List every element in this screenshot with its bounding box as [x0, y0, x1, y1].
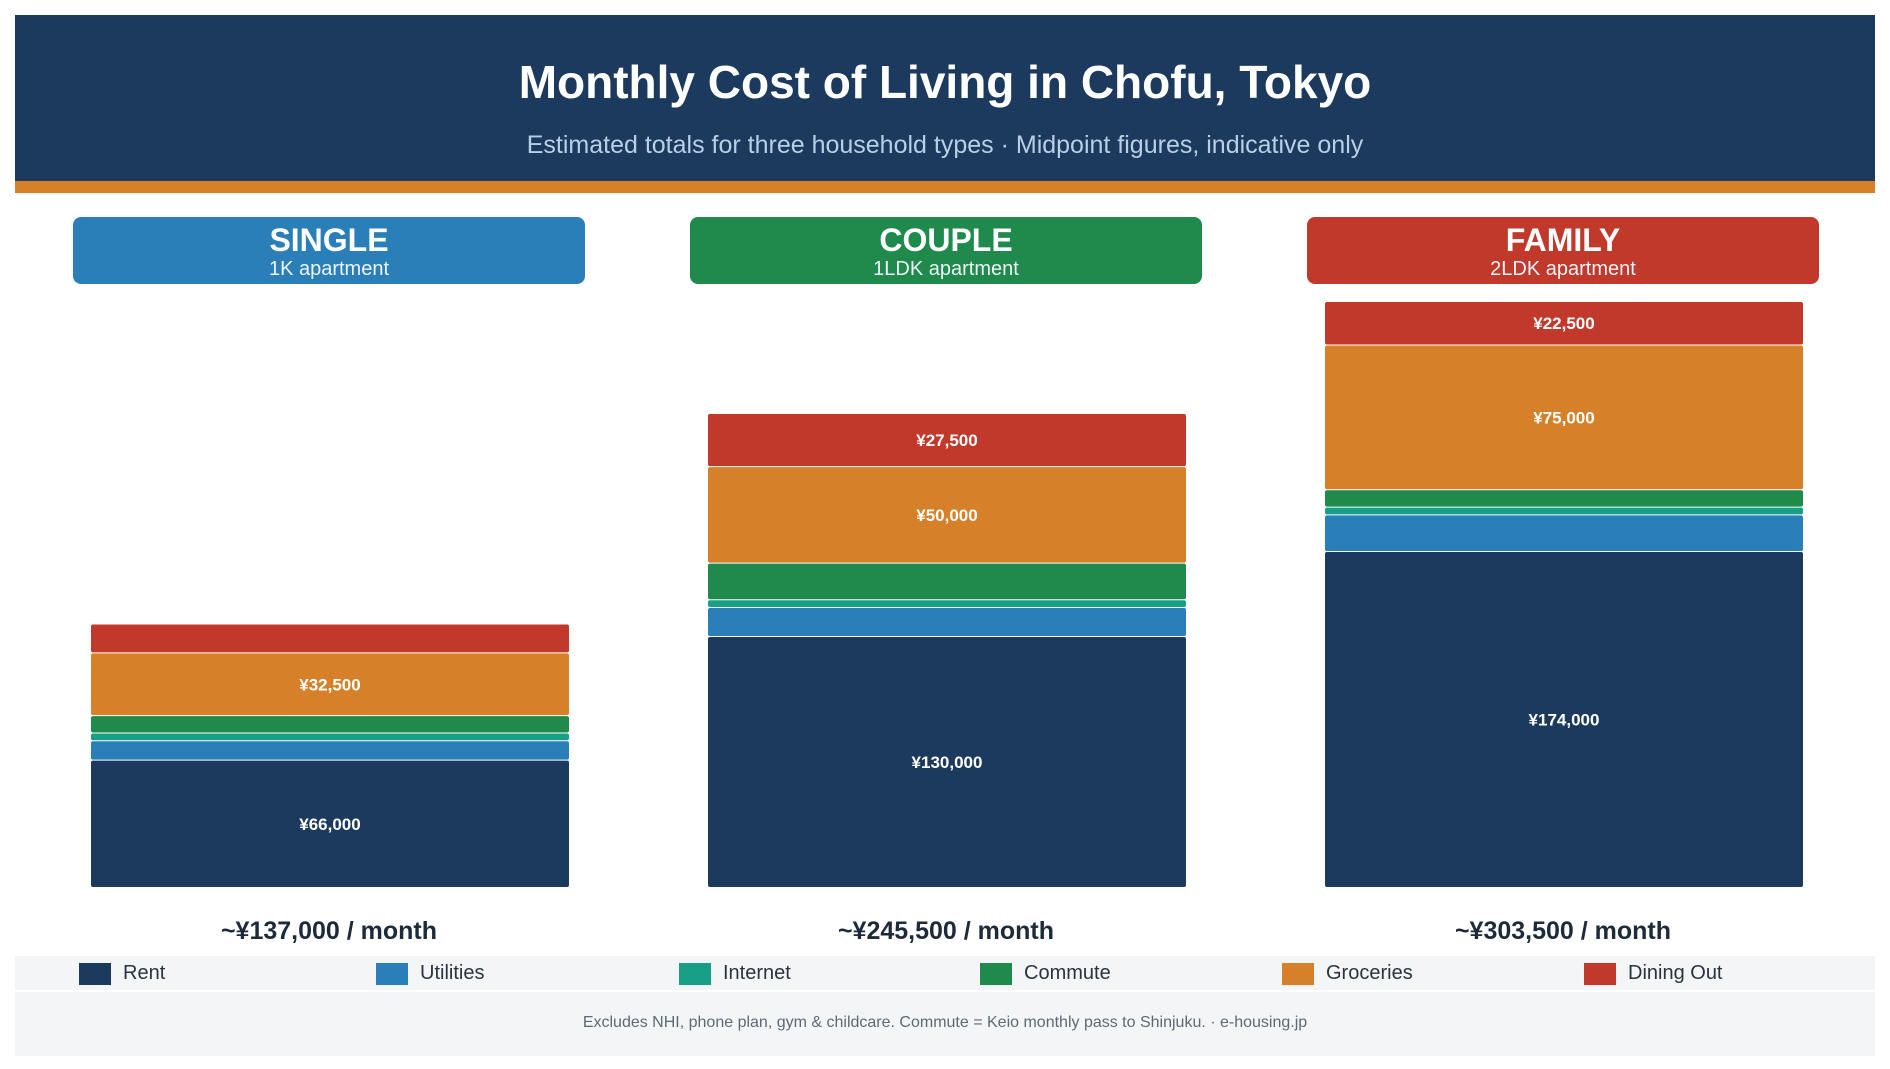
bar-segment-dining-out-single: [91, 624, 569, 653]
bar-segment-rent-family: [1325, 552, 1803, 887]
bar-segment-internet-family: [1325, 507, 1803, 515]
bar-segment-utilities-family: [1325, 515, 1803, 552]
legend-label: Utilities: [420, 962, 485, 984]
footer: Excludes NHI, phone plan, gym & childcar…: [15, 992, 1875, 1056]
bar-value-label: ¥130,000: [912, 753, 983, 772]
bar-value-label: ¥75,000: [1533, 408, 1594, 427]
legend-swatch: [376, 963, 408, 985]
legend-label: Rent: [123, 962, 166, 984]
group-apartment-type: 1K apartment: [268, 258, 390, 280]
group-label-family: FAMILY 2LDK apartment: [1307, 217, 1819, 284]
bar-segment-commute-couple: [708, 563, 1186, 600]
group-apartment-type: 2LDK apartment: [1490, 258, 1636, 280]
group-label-single: SINGLE 1K apartment: [73, 217, 585, 284]
header-accent-stripe: [15, 181, 1875, 193]
bar-segment-utilities-couple: [708, 608, 1186, 636]
bar-segment-groceries-couple: [708, 467, 1186, 563]
bar-segment-internet-couple: [708, 600, 1186, 608]
group-name: FAMILY: [1505, 222, 1621, 258]
bar-segment-dining-out-couple: [708, 413, 1186, 467]
group-apartment-type: 1LDK apartment: [873, 258, 1019, 280]
total-couple: ~¥245,500 / month: [837, 917, 1055, 945]
bar-segment-groceries-family: [1325, 345, 1803, 490]
legend-swatch: [679, 963, 711, 985]
legend-label: Dining Out: [1628, 962, 1723, 984]
legend-swatch: [980, 963, 1012, 985]
legend-swatch: [1282, 963, 1314, 985]
legend-swatch: [1584, 963, 1616, 985]
total-family: ~¥303,500 / month: [1454, 917, 1672, 945]
chart-subtitle: Estimated totals for three household typ…: [526, 131, 1364, 159]
bar-segment-rent-single: [91, 760, 569, 887]
group-label-couple: COUPLE 1LDK apartment: [690, 217, 1202, 284]
chart-title: Monthly Cost of Living in Chofu, Tokyo: [518, 56, 1372, 108]
bar-value-label: ¥27,500: [916, 431, 977, 450]
legend-label: Groceries: [1326, 962, 1413, 984]
legend-label: Commute: [1024, 962, 1111, 984]
bar-value-label: ¥50,000: [916, 506, 977, 525]
group-name: SINGLE: [269, 222, 389, 258]
legend-label: Internet: [723, 962, 791, 984]
footer-note: Excludes NHI, phone plan, gym & childcar…: [582, 1014, 1308, 1031]
chart-header: Monthly Cost of Living in Chofu, Tokyo E…: [15, 15, 1875, 181]
legend-swatch: [79, 963, 111, 985]
bar-segment-utilities-single: [91, 741, 569, 760]
bar-segment-commute-single: [91, 716, 569, 733]
bar-value-label: ¥32,500: [299, 675, 360, 694]
bar-value-label: ¥174,000: [1529, 711, 1600, 730]
group-name: COUPLE: [879, 222, 1013, 258]
bar-segment-rent-couple: [708, 636, 1186, 887]
bar-segment-groceries-single: [91, 653, 569, 716]
bar-segment-commute-family: [1325, 490, 1803, 507]
bar-value-label: ¥66,000: [299, 815, 360, 834]
legend: Rent Utilities Internet Commute Grocerie…: [15, 956, 1875, 990]
bar-value-label: ¥22,500: [1533, 314, 1594, 333]
bar-segment-internet-single: [91, 733, 569, 741]
total-single: ~¥137,000 / month: [220, 917, 438, 945]
bar-segment-dining-out-family: [1325, 302, 1803, 345]
